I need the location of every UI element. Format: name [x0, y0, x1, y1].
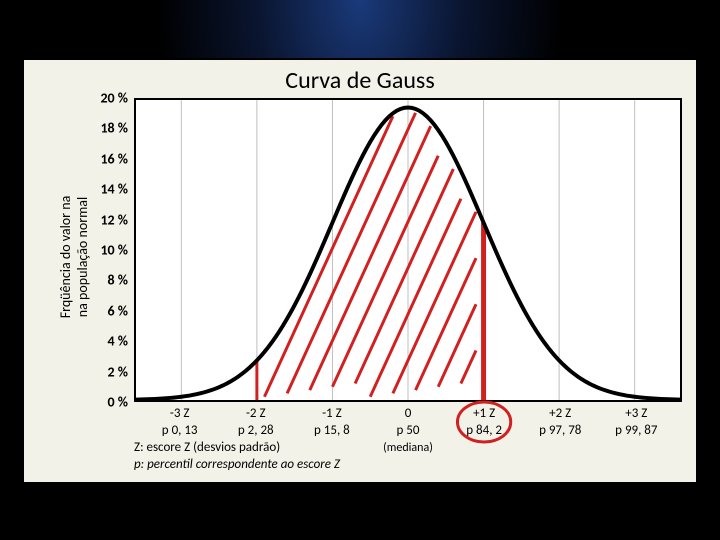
y-tick-label: 16 %: [100, 150, 128, 167]
y-tick-label: 12 %: [100, 211, 128, 228]
y-tick-label: 2 %: [108, 363, 128, 380]
y-tick-label: 18 %: [100, 120, 128, 137]
y-tick-label: 4 %: [108, 333, 128, 350]
y-tick-label: 0 %: [108, 394, 128, 411]
y-tick-label: 10 %: [100, 242, 128, 259]
y-tick-label: 20 %: [100, 90, 128, 107]
y-axis-title: Frqüência do valor na na população norma…: [57, 157, 91, 357]
y-tick-label: 6 %: [108, 302, 128, 319]
y-tick-label: 14 %: [100, 181, 128, 198]
circle-overlay: [134, 402, 682, 452]
y-tick-label: 8 %: [108, 272, 128, 289]
slide-panel: Curva de Gauss Frqüência do valor na na …: [22, 58, 698, 484]
chart-area: [134, 98, 682, 402]
gaussian-chart: [136, 100, 680, 400]
y-axis-labels: 0 %2 %4 %6 %8 %10 %12 %14 %16 %18 %20 %: [96, 98, 132, 402]
